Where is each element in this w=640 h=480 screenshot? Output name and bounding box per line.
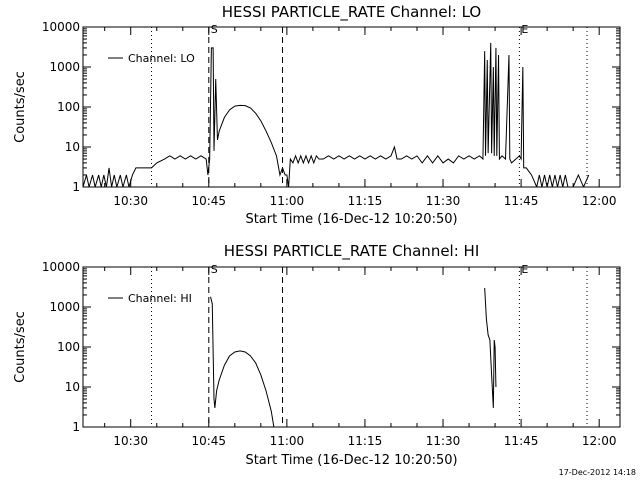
event-marker-label: E xyxy=(521,263,528,276)
footer-timestamp: 17-Dec-2012 14:18 xyxy=(559,468,636,477)
x-tick-label: 10:30 xyxy=(113,434,148,448)
y-tick-label: 10000 xyxy=(42,260,80,274)
y-tick-label: 1000 xyxy=(49,60,80,74)
x-tick-label: 10:30 xyxy=(113,194,148,208)
chart-title: HESSI PARTICLE_RATE Channel: LO xyxy=(222,3,481,22)
x-tick-label: 11:45 xyxy=(504,194,539,208)
x-tick-label: 11:00 xyxy=(270,434,305,448)
event-marker-label: E xyxy=(521,23,528,36)
event-marker-label: S xyxy=(211,23,218,36)
plot-frame xyxy=(83,27,620,187)
x-axis-label: Start Time (16-Dec-12 10:20:50) xyxy=(245,212,457,227)
y-tick-label: 10 xyxy=(65,140,80,154)
y-axis-label: Counts/sec xyxy=(13,71,28,143)
x-tick-label: 11:15 xyxy=(348,434,383,448)
plot-frame xyxy=(83,267,620,427)
x-tick-label: 11:15 xyxy=(348,194,383,208)
x-tick-label: 11:30 xyxy=(426,194,461,208)
x-axis-label: Start Time (16-Dec-12 10:20:50) xyxy=(245,453,457,468)
x-tick-label: 10:45 xyxy=(191,434,226,448)
hi-channel-panel: HESSI PARTICLE_RATE Channel: HI 1 10 100 100… xyxy=(13,242,620,468)
y-tick-label: 10 xyxy=(65,380,80,394)
x-tick-label: 11:30 xyxy=(426,434,461,448)
legend-label: Channel: HI xyxy=(128,292,192,305)
y-tick-label: 1 xyxy=(72,420,80,434)
y-tick-label: 1 xyxy=(72,180,80,194)
x-tick-label: 12:00 xyxy=(582,194,617,208)
chart-title: HESSI PARTICLE_RATE Channel: HI xyxy=(224,242,480,261)
y-axis-label: Counts/sec xyxy=(13,311,28,383)
x-tick-label: 11:45 xyxy=(504,434,539,448)
event-marker-label: S xyxy=(211,263,218,276)
x-tick-label: 10:45 xyxy=(191,194,226,208)
y-tick-label: 1000 xyxy=(49,300,80,314)
x-tick-label: 11:00 xyxy=(270,194,305,208)
lo-channel-panel: HESSI PARTICLE_RATE Channel: LO 1 10 100 100… xyxy=(13,3,620,227)
x-tick-label: 12:00 xyxy=(582,434,617,448)
y-tick-label: 100 xyxy=(57,100,80,114)
y-tick-label: 10000 xyxy=(42,20,80,34)
series-line xyxy=(485,288,496,408)
series-line xyxy=(211,297,274,427)
legend-label: Channel: LO xyxy=(128,52,195,65)
y-tick-label: 100 xyxy=(57,340,80,354)
